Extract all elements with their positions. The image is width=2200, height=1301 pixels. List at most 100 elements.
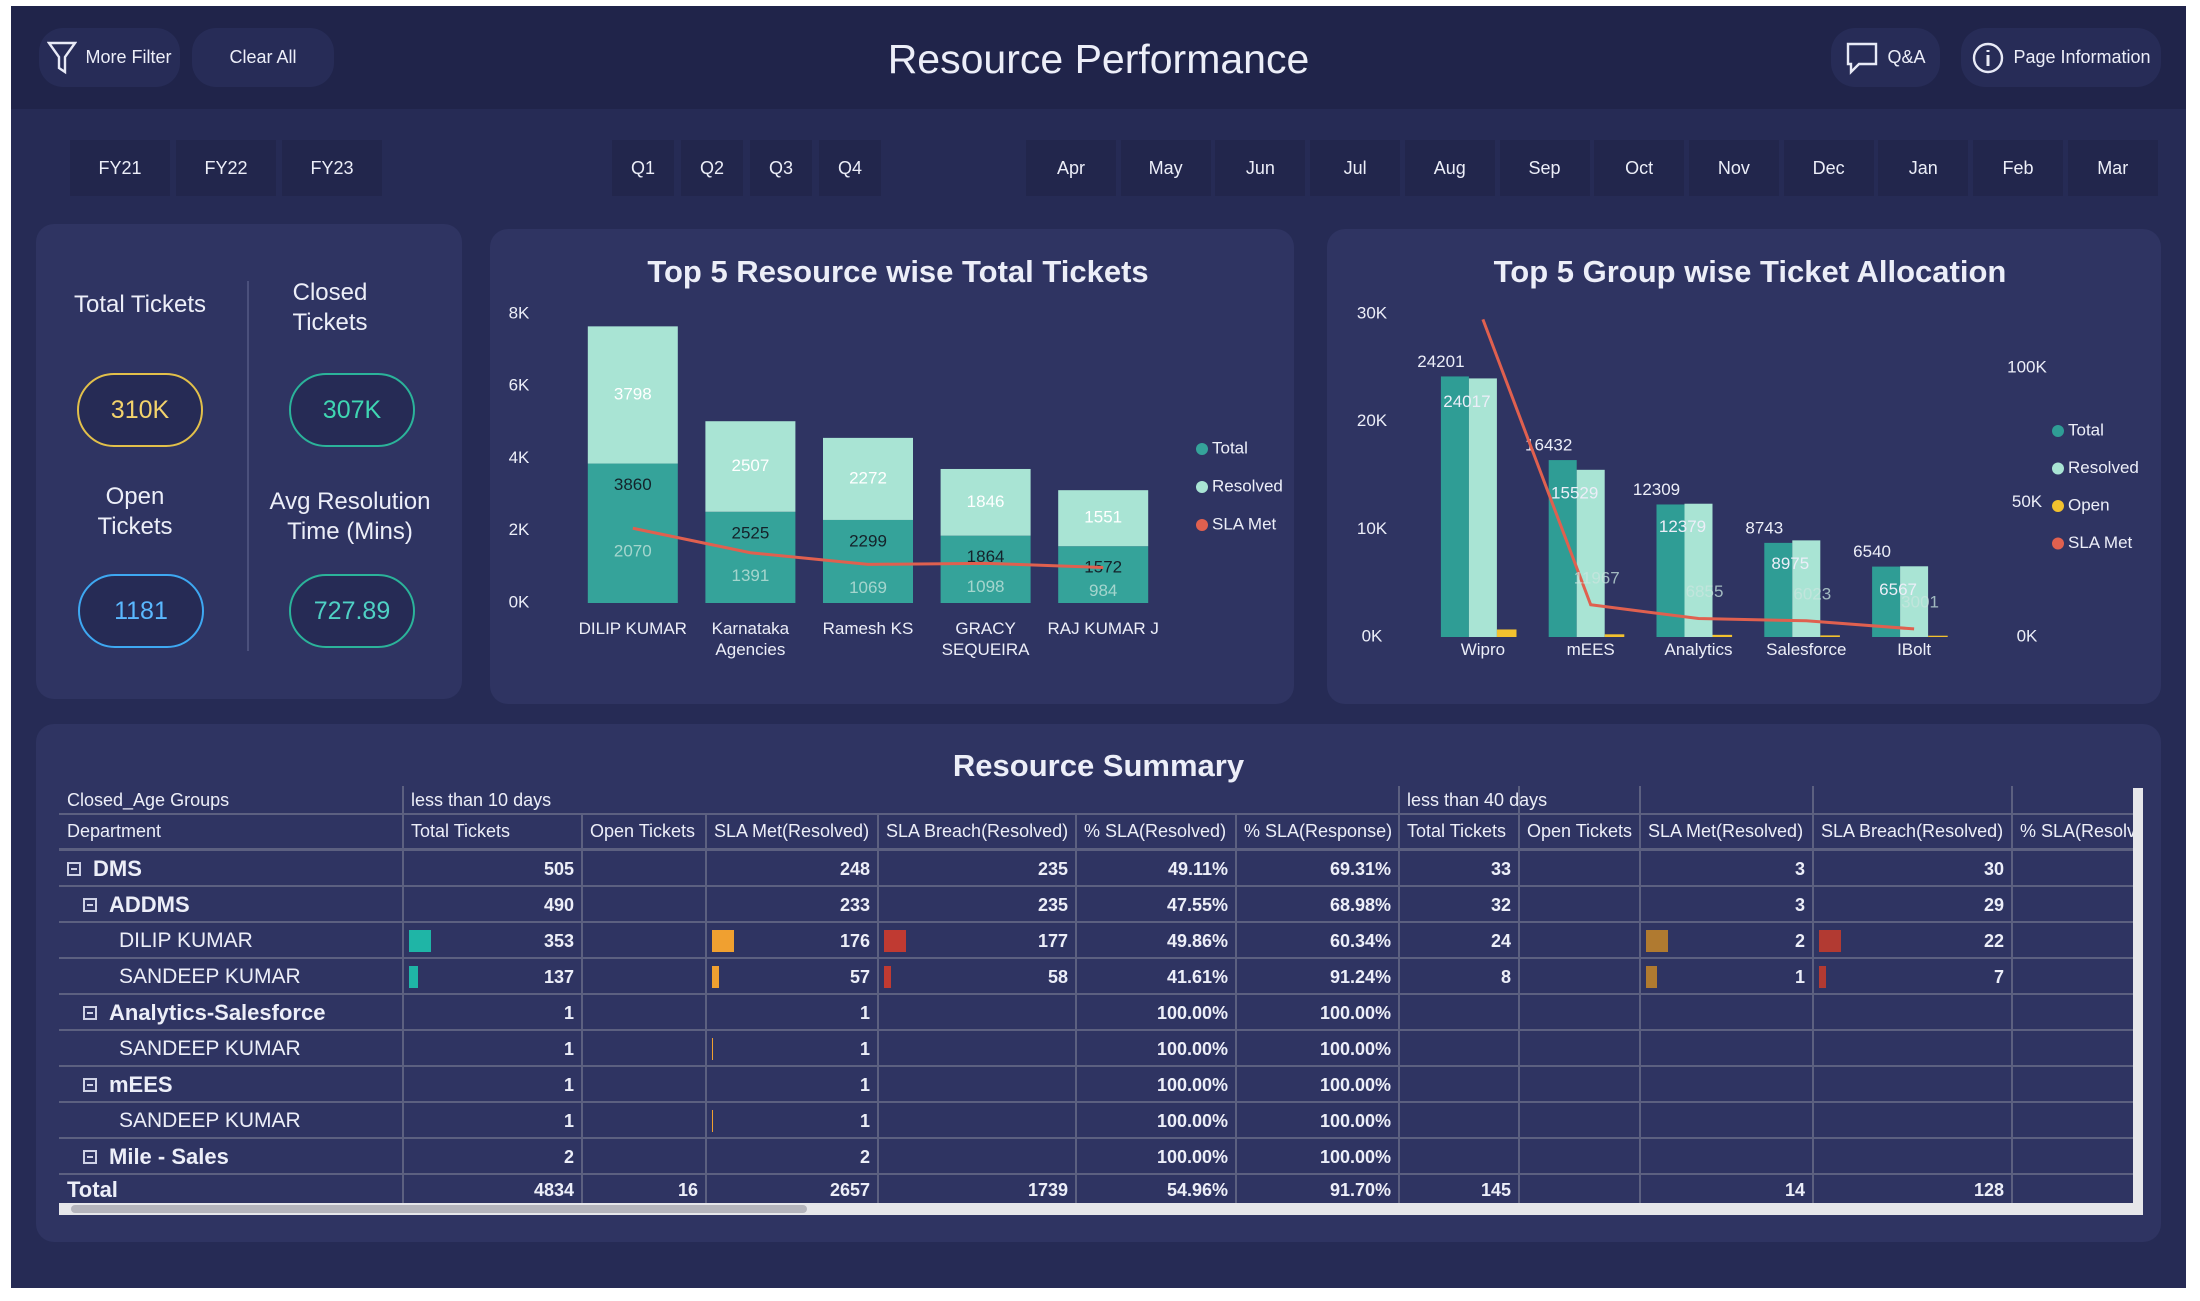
department-name: ADDMS [109,892,190,917]
cell-value: 33 [1490,858,1511,879]
legend-marker [1196,519,1208,531]
filter-button[interactable]: FY22 [176,140,276,196]
data-bar [712,930,734,952]
expand-toggle[interactable] [83,1150,97,1164]
row-label: SANDEEP KUMAR [59,1031,403,1067]
y-tick-label: 30K [1357,303,1388,322]
y2-tick-label: 100K [2007,357,2047,376]
page-info-button[interactable]: Page Information [1961,28,2161,87]
filter-button[interactable]: Jul [1310,140,1401,196]
y-tick-label: 8K [509,303,530,322]
table-cell: 235 [878,851,1076,887]
table-cell: 60.34% [1236,923,1399,959]
cell-value: 4834 [533,1179,574,1200]
column-separator [877,814,879,1203]
filter-button[interactable]: Nov [1688,140,1779,196]
cell-value: 41.61% [1166,966,1228,987]
kpi-label: Avg Resolution Time (Mins) [269,488,431,545]
column-separator [705,814,707,1203]
data-bar [884,930,906,952]
column-separator [1639,786,1641,1203]
qa-button[interactable]: Q&A [1831,28,1940,87]
data-label: 12379 [1659,517,1706,536]
filter-button[interactable]: Jan [1878,140,1969,196]
filter-button[interactable]: FY21 [70,140,170,196]
cell-value: 100.00% [1156,1146,1228,1167]
filter-button[interactable]: Q1 [612,140,674,196]
table-cell [1519,887,1640,923]
table-cell: 100.00% [1236,1139,1399,1175]
bar [823,437,913,520]
column-header: % SLA(Response) [1244,821,1393,841]
cell-value: 91.70% [1329,1179,1391,1200]
table-cell [878,1103,1076,1139]
data-label: 16432 [1525,436,1572,455]
table-cell [582,1067,706,1103]
y-tick-label: 2K [509,520,530,539]
row-label: Total [59,1175,403,1203]
expand-toggle[interactable] [83,1078,97,1092]
filter-button[interactable]: Apr [1026,140,1116,196]
expand-toggle[interactable] [83,898,97,912]
filter-button[interactable]: Mar [2067,140,2158,196]
legend-label: Resolved [1212,476,1283,495]
data-label: 6567 [1879,580,1917,599]
cell-value: 3 [1794,858,1805,879]
table-cell: 1 [403,1067,582,1103]
bar [1820,635,1840,637]
cell-value: 100.00% [1156,1002,1228,1023]
table-cell [1399,1139,1519,1175]
table-cell: 2657 [706,1175,878,1203]
clear-all-button[interactable]: Clear All [192,28,334,87]
filter-button[interactable]: Q4 [819,140,881,196]
filter-button[interactable]: Oct [1594,140,1685,196]
page-info-label: Page Information [2013,47,2151,67]
line-label: 1391 [731,566,769,585]
cell-value: 100.00% [1319,1002,1391,1023]
filter-button[interactable]: Dec [1783,140,1874,196]
more-filter-button[interactable]: More Filter [39,28,180,87]
table-cell: 128 [1813,1175,2012,1203]
column-separator [2011,786,2013,1203]
data-label: 2507 [731,456,769,475]
cell-value: 1739 [1027,1179,1068,1200]
chart: Top 5 Resource wise Total Tickets 0K 2K 4K 6… [509,254,1283,659]
filter-button[interactable]: Jun [1215,140,1306,196]
table-cell: 1 [706,1067,878,1103]
filter-button[interactable]: FY23 [282,140,382,196]
line [632,526,1104,569]
x-tick-label: Karnataka Agencies [712,619,790,659]
row-label: Mile - Sales [59,1139,403,1175]
cell-value: 91.24% [1329,966,1391,987]
horizontal-scrollbar[interactable] [59,1203,2143,1215]
filter-button[interactable]: May [1120,140,1211,196]
clear-all-label: Clear All [229,47,297,67]
row-label: SANDEEP KUMAR [59,959,403,995]
table-cell: 505 [403,851,582,887]
filter-button[interactable]: Q2 [681,140,743,196]
filter-button[interactable]: Q3 [750,140,812,196]
scrollbar-thumb[interactable] [71,1205,807,1213]
qa-label: Q&A [1887,47,1926,67]
legend-label: Total [1212,438,1248,457]
table-cell [582,959,706,995]
filter-button[interactable]: Sep [1499,140,1590,196]
table-cell [2012,1067,2133,1103]
filter-button[interactable]: Aug [1404,140,1495,196]
table-cell [878,1031,1076,1067]
table-cell: 100.00% [1076,1103,1236,1139]
info-icon [1973,42,2004,73]
chat-icon [1847,42,1878,75]
cell-value: 233 [839,894,870,915]
x-tick-label: RAJ KUMAR J [1047,619,1158,638]
vertical-scrollbar[interactable] [2133,788,2143,1203]
cell-value: 235 [1037,858,1068,879]
cell-value: 1 [563,1074,574,1095]
cell-value: 24 [1490,930,1511,951]
expand-toggle[interactable] [83,1006,97,1020]
expand-toggle[interactable] [67,862,81,876]
bar [705,511,796,603]
filter-button[interactable]: Feb [1973,140,2063,196]
table-cell [1519,851,1640,887]
department-name: mEES [109,1072,173,1097]
